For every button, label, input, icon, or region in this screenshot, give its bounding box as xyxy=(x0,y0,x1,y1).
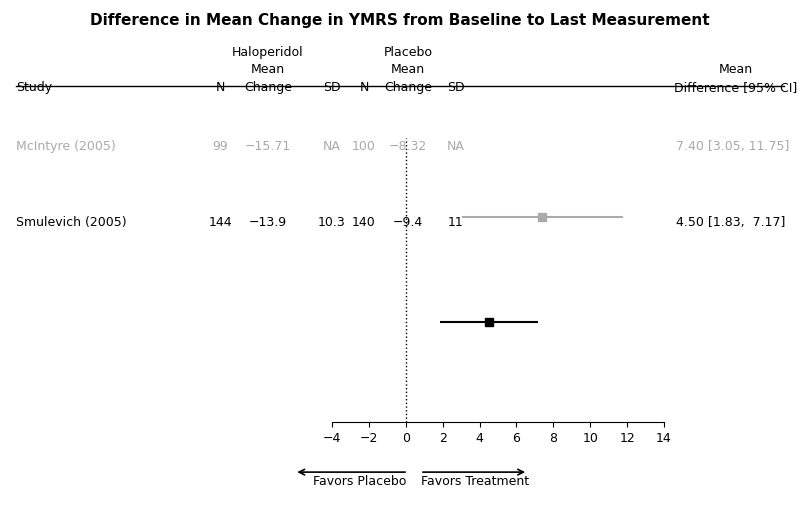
Text: N: N xyxy=(215,81,225,94)
Text: 10.3: 10.3 xyxy=(318,216,346,229)
Text: Difference [95% CI]: Difference [95% CI] xyxy=(674,81,798,94)
Text: SD: SD xyxy=(447,81,465,94)
Text: Favors Treatment: Favors Treatment xyxy=(421,474,529,487)
Text: 140: 140 xyxy=(352,216,376,229)
Text: Favors Placebo: Favors Placebo xyxy=(313,474,406,487)
Text: −8.32: −8.32 xyxy=(389,140,427,153)
Text: 100: 100 xyxy=(352,140,376,153)
Text: 144: 144 xyxy=(208,216,232,229)
Text: SD: SD xyxy=(323,81,341,94)
Text: −15.71: −15.71 xyxy=(245,140,291,153)
Text: Difference in Mean Change in YMRS from Baseline to Last Measurement: Difference in Mean Change in YMRS from B… xyxy=(90,13,710,28)
Text: Change: Change xyxy=(244,81,292,94)
Text: −9.4: −9.4 xyxy=(393,216,423,229)
Text: NA: NA xyxy=(323,140,341,153)
Text: 4.50 [1.83,  7.17]: 4.50 [1.83, 7.17] xyxy=(676,216,786,229)
Text: Mean: Mean xyxy=(251,63,285,76)
Text: Smulevich (2005): Smulevich (2005) xyxy=(16,216,126,229)
Text: Study: Study xyxy=(16,81,52,94)
Text: 99: 99 xyxy=(212,140,228,153)
Text: N: N xyxy=(359,81,369,94)
Text: Haloperidol: Haloperidol xyxy=(232,45,304,59)
Text: −13.9: −13.9 xyxy=(249,216,287,229)
Text: 7.40 [3.05, 11.75]: 7.40 [3.05, 11.75] xyxy=(676,140,790,153)
Text: NA: NA xyxy=(447,140,465,153)
Text: McIntyre (2005): McIntyre (2005) xyxy=(16,140,116,153)
Text: Mean: Mean xyxy=(391,63,425,76)
Text: 11: 11 xyxy=(448,216,464,229)
Text: Change: Change xyxy=(384,81,432,94)
Text: Mean: Mean xyxy=(719,63,753,76)
Text: Placebo: Placebo xyxy=(383,45,433,59)
